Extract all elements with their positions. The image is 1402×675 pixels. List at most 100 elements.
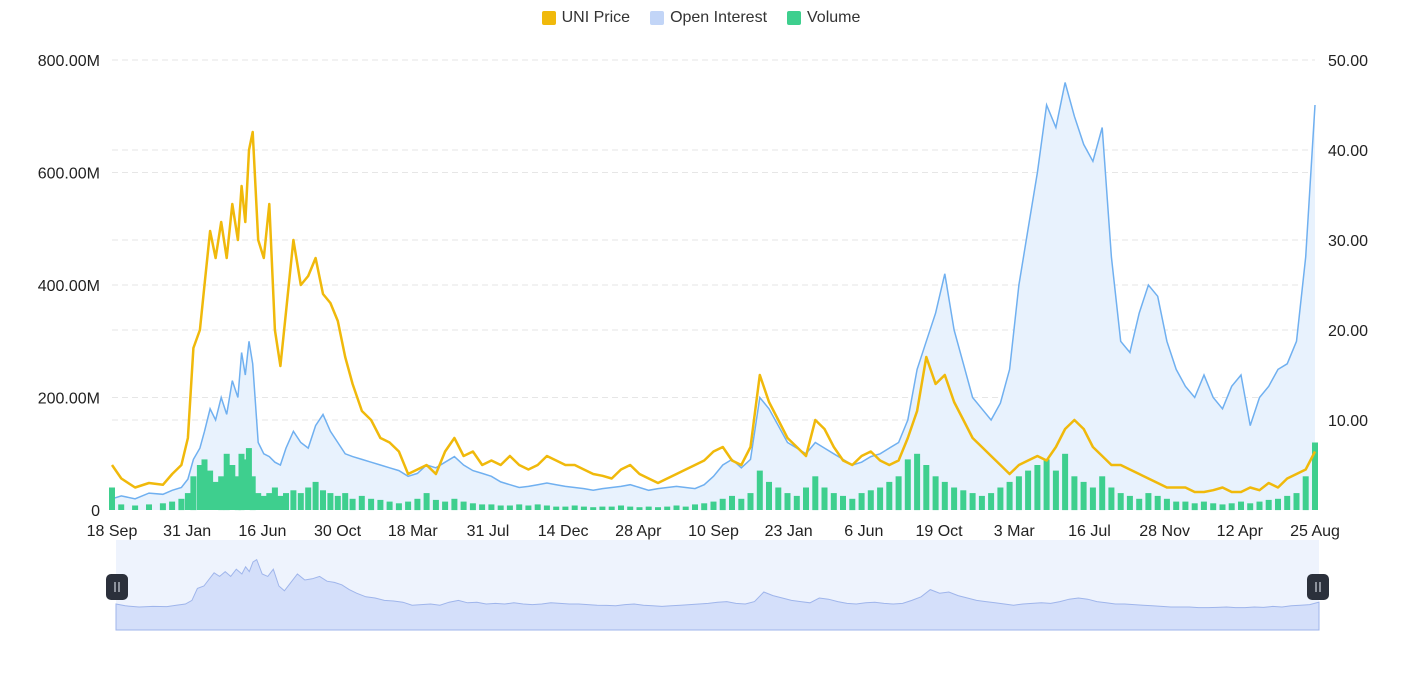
volume-bar xyxy=(223,453,230,511)
range-navigator[interactable] xyxy=(106,540,1329,631)
volume-bar xyxy=(1200,501,1207,510)
y-right-tick-label: 30.00 xyxy=(1328,233,1368,250)
y-right-tick-label: 50.00 xyxy=(1328,53,1368,70)
volume-bar xyxy=(277,495,284,510)
volume-bar xyxy=(479,504,486,510)
legend-item-volume[interactable]: Volume xyxy=(787,9,860,27)
volume-bar xyxy=(271,487,278,510)
volume-bar xyxy=(692,504,698,510)
navigator-handle-right[interactable] xyxy=(1307,574,1329,600)
volume-bar xyxy=(543,505,550,510)
volume-bar xyxy=(969,493,976,510)
y-left-tick-label: 800.00M xyxy=(38,53,100,70)
volume-bar xyxy=(997,487,1004,510)
legend-swatch-open-interest xyxy=(650,11,665,25)
volume-bar xyxy=(178,498,185,511)
volume-bar xyxy=(858,493,865,510)
volume-bar xyxy=(327,493,334,510)
volume-bar xyxy=(812,476,819,511)
legend-item-open-interest[interactable]: Open Interest xyxy=(650,9,767,27)
volume-bar xyxy=(978,495,985,510)
volume-bar xyxy=(738,498,745,511)
volume-bar xyxy=(283,493,289,510)
volume-bar xyxy=(636,507,643,510)
volume-bar xyxy=(297,493,304,510)
legend-swatch-volume xyxy=(787,11,802,25)
volume-bar xyxy=(729,495,735,510)
volume-bar xyxy=(590,507,597,510)
volume-bar xyxy=(1025,470,1032,510)
volume-bar xyxy=(1015,476,1022,511)
volume-bar xyxy=(618,505,624,510)
volume-bar xyxy=(1071,476,1078,511)
volume-bar xyxy=(451,498,458,511)
volume-bar xyxy=(941,481,948,510)
volume-bar xyxy=(580,506,587,510)
x-tick-label: 31 Jan xyxy=(163,523,211,540)
volume-bar xyxy=(184,493,191,510)
grid-lines xyxy=(112,59,1315,421)
volume-bar xyxy=(701,503,708,511)
volume-bar xyxy=(821,487,828,510)
volume-bar xyxy=(368,498,375,511)
volume-bar xyxy=(562,506,569,510)
volume-bar xyxy=(784,493,791,510)
volume-bar xyxy=(1136,498,1143,511)
x-tick-label: 30 Oct xyxy=(314,523,362,540)
volume-bar xyxy=(1089,487,1096,510)
volume-bar xyxy=(469,503,476,511)
volume-bar xyxy=(803,487,809,510)
volume-bar xyxy=(432,499,439,510)
volume-bar xyxy=(1238,501,1244,510)
y-right-tick-label: 20.00 xyxy=(1328,323,1368,340)
volume-bar xyxy=(914,453,921,511)
x-tick-label: 10 Sep xyxy=(688,523,739,540)
x-tick-label: 16 Jul xyxy=(1068,523,1111,540)
volume-bar xyxy=(1312,442,1318,510)
volume-bar xyxy=(249,476,256,511)
volume-bar xyxy=(201,459,208,510)
legend-label-price: UNI Price xyxy=(561,9,631,26)
x-tick-label: 18 Sep xyxy=(87,523,138,540)
volume-bar xyxy=(405,501,412,510)
volume-bar xyxy=(877,487,884,510)
x-tick-label: 19 Oct xyxy=(915,523,963,540)
open-interest-area xyxy=(111,82,1316,510)
x-axis: 18 Sep 31 Jan 16 Jun 30 Oct 18 Mar 31 Jul 14 D… xyxy=(87,523,1340,540)
volume-bar xyxy=(234,476,241,511)
volume-bar xyxy=(132,505,139,510)
volume-bar xyxy=(1080,481,1087,510)
x-tick-label: 28 Apr xyxy=(615,523,662,540)
volume-bar xyxy=(571,505,578,510)
volume-bar xyxy=(1034,465,1041,510)
volume-bar xyxy=(497,505,504,510)
volume-bar xyxy=(488,504,495,510)
y-left-tick-label: 600.00M xyxy=(38,166,100,183)
volume-bar xyxy=(1043,459,1050,510)
volume-bar xyxy=(516,504,523,510)
volume-bar xyxy=(423,493,430,510)
volume-bar xyxy=(1163,498,1170,511)
volume-bar xyxy=(756,470,763,510)
volume-bar xyxy=(242,459,249,510)
legend-label-volume: Volume xyxy=(807,9,861,26)
volume-bar xyxy=(358,495,365,510)
volume-bar xyxy=(951,487,958,510)
navigator-handle-left[interactable] xyxy=(106,574,128,600)
legend-item-price[interactable]: UNI Price xyxy=(541,9,631,27)
volume-bar xyxy=(1052,470,1059,510)
price-line xyxy=(110,130,1317,494)
volume-bar xyxy=(146,504,152,510)
volume-bar xyxy=(534,504,541,510)
volume-bar xyxy=(1117,493,1124,510)
right-axis: 10.00 20.00 30.00 40.00 50.00 xyxy=(1328,53,1368,430)
volume-bar xyxy=(1099,476,1106,511)
volume-bar xyxy=(196,465,203,510)
volume-bar xyxy=(1108,487,1115,510)
volume-bar xyxy=(627,506,634,510)
volume-bar xyxy=(1145,493,1152,510)
x-tick-label: 23 Jan xyxy=(765,523,813,540)
volume-bar xyxy=(645,506,652,510)
volume-bar xyxy=(395,503,402,511)
volume-bar xyxy=(1006,481,1013,510)
